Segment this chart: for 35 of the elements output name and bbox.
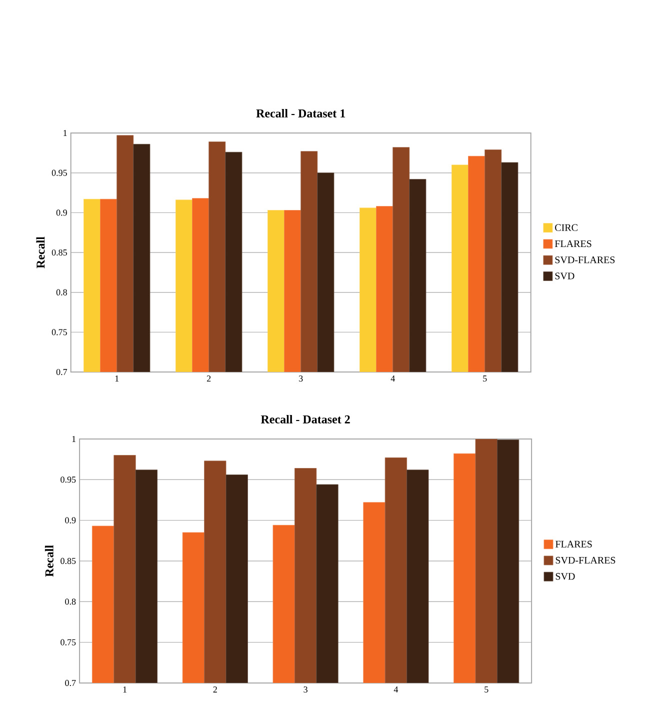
x-tick-label: 4 <box>390 376 395 382</box>
y-tick-label: 0.75 <box>52 329 67 336</box>
y-tick-label: 0.9 <box>56 210 67 216</box>
legend-label: FLARES <box>554 240 592 248</box>
x-tick-label: 2 <box>213 686 217 692</box>
y-tick-label: 0.7 <box>56 368 68 376</box>
x-tick-label: 2 <box>206 376 211 382</box>
x-tick-label: 5 <box>484 686 488 692</box>
chart-title: Recall - Dataset 2 <box>260 414 350 424</box>
y-axis-title: Recall <box>44 545 54 577</box>
y-tick-label: 0.95 <box>60 476 76 483</box>
x-tick-label: 3 <box>299 376 303 382</box>
y-tick-label: 0.8 <box>65 598 76 605</box>
x-tick-label: 3 <box>304 686 308 693</box>
y-tick-label: 0.85 <box>60 558 76 564</box>
chart-title: Recall - Dataset 1 <box>256 109 346 118</box>
y-axis-title: Recall <box>36 236 45 268</box>
y-tick-label: 0.85 <box>52 249 67 256</box>
y-tick-label: 0.8 <box>56 289 67 296</box>
legend-label: SVD <box>555 272 574 280</box>
y-tick-label: 0.7 <box>65 680 76 686</box>
legend-label: FLARES <box>555 540 592 548</box>
y-tick-label: 0.9 <box>65 517 76 524</box>
y-tick-label: 0.95 <box>52 170 67 176</box>
x-tick-label: 1 <box>123 686 126 692</box>
legend-label: SVD-FLARES <box>555 256 615 264</box>
legend-label: SVD-FLARES <box>556 556 616 564</box>
legend-label: CIRC <box>555 224 578 231</box>
y-tick-label: 0.75 <box>60 639 76 646</box>
x-tick-label: 5 <box>483 376 487 382</box>
x-tick-label: 1 <box>115 376 119 382</box>
y-tick-label: 1 <box>72 436 76 442</box>
x-tick-label: 4 <box>394 686 398 692</box>
legend-label: SVD <box>556 573 575 580</box>
y-tick-label: 1 <box>64 130 67 136</box>
